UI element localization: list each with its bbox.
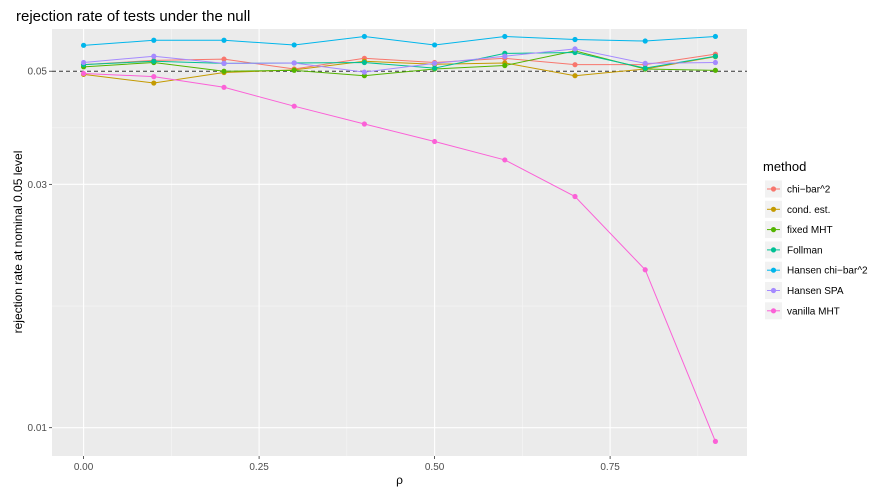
data-point: [291, 42, 297, 48]
data-point: [151, 53, 157, 59]
series-line: [83, 35, 716, 46]
data-point: [221, 56, 227, 62]
data-point: [80, 70, 87, 77]
series-line: [83, 56, 716, 84]
legend-key-point: [770, 308, 777, 314]
data-point: [361, 121, 367, 127]
legend-key-point: [770, 206, 777, 212]
legend-item: cond. est.: [765, 200, 830, 218]
y-tick-label: 0.01: [28, 423, 48, 434]
series-line: [83, 48, 716, 73]
legend-key-point: [770, 227, 777, 233]
data-point: [221, 60, 227, 66]
data-point: [432, 65, 438, 71]
minor-gridlines: [52, 29, 747, 456]
data-point: [221, 84, 227, 90]
legend-item: Hansen SPA: [765, 282, 844, 299]
legend-label: Hansen SPA: [787, 286, 844, 297]
data-point: [572, 193, 578, 200]
y-axis: 0.01 0.03 0.05: [28, 67, 52, 434]
data-point: [642, 65, 648, 71]
series-vanilla-mht: [80, 70, 719, 444]
legend-title: method: [763, 159, 806, 174]
legend-label: chi−bar^2: [787, 185, 831, 196]
x-tick-label: 0.25: [249, 462, 269, 473]
data-point: [221, 68, 227, 74]
data-point: [572, 49, 578, 56]
y-tick-label: 0.03: [28, 180, 48, 191]
data-point: [642, 38, 648, 44]
data-point: [432, 42, 438, 48]
data-point: [572, 73, 578, 79]
data-point: [502, 53, 508, 59]
legend-label: Follman: [787, 245, 823, 256]
x-tick-label: 0.00: [74, 462, 94, 473]
data-point: [432, 60, 438, 66]
x-axis-title: ρ: [396, 473, 403, 487]
data-point: [712, 33, 719, 40]
legend-key-point: [770, 186, 777, 192]
data-point: [80, 42, 87, 48]
legend-label: cond. est.: [787, 205, 830, 216]
data-point: [642, 267, 648, 273]
legend-item: fixed MHT: [765, 221, 833, 239]
data-point: [502, 62, 508, 69]
data-point: [642, 60, 648, 66]
legend-item: Follman: [765, 241, 823, 259]
data-point: [432, 138, 438, 145]
data-point: [80, 59, 87, 66]
data-point: [712, 438, 719, 444]
data-point: [151, 37, 157, 43]
series-line: [83, 72, 716, 442]
legend-item: chi−bar^2: [765, 180, 831, 198]
legend-label: fixed MHT: [787, 225, 833, 236]
data-point: [502, 157, 508, 163]
legend-key-point: [770, 287, 777, 294]
data-point: [712, 53, 719, 59]
legend-key-point: [770, 247, 777, 253]
y-tick-label: 0.05: [28, 67, 48, 78]
data-point: [151, 80, 157, 86]
legend-item: vanilla MHT: [765, 302, 840, 320]
data-point: [151, 74, 157, 80]
data-point: [361, 33, 367, 40]
data-point: [572, 62, 578, 68]
x-tick-label: 0.75: [600, 462, 620, 473]
series-line: [83, 52, 716, 69]
legend-key-point: [770, 267, 777, 273]
data-point: [572, 46, 578, 52]
legend: chi−bar^2 cond. est. fixed MHT Follman Hanse…: [765, 180, 868, 320]
data-point: [221, 37, 227, 43]
plot-panel: [52, 29, 747, 456]
legend-item: Hansen chi−bar^2: [765, 261, 868, 279]
x-tick-label: 0.50: [425, 462, 445, 473]
data-point: [502, 33, 508, 40]
y-axis-title: rejection rate at nominal 0.05 level: [11, 151, 25, 334]
legend-label: Hansen chi−bar^2: [787, 266, 868, 277]
data-point: [291, 103, 297, 109]
data-point: [151, 58, 157, 64]
data-point: [712, 67, 719, 73]
data-point: [712, 59, 719, 66]
series-hansen-spa: [80, 46, 719, 75]
chart-title: rejection rate of tests under the null: [16, 8, 250, 25]
data-point: [572, 36, 578, 43]
series-layer: [80, 33, 719, 444]
data-point: [361, 73, 367, 79]
legend-label: vanilla MHT: [787, 306, 840, 317]
x-axis: 0.00 0.25 0.50 0.75: [74, 456, 620, 473]
data-point: [361, 69, 367, 75]
data-point: [291, 67, 297, 73]
series-hansen-chi-bar-2: [80, 33, 719, 48]
data-point: [361, 59, 367, 66]
data-point: [291, 60, 297, 66]
